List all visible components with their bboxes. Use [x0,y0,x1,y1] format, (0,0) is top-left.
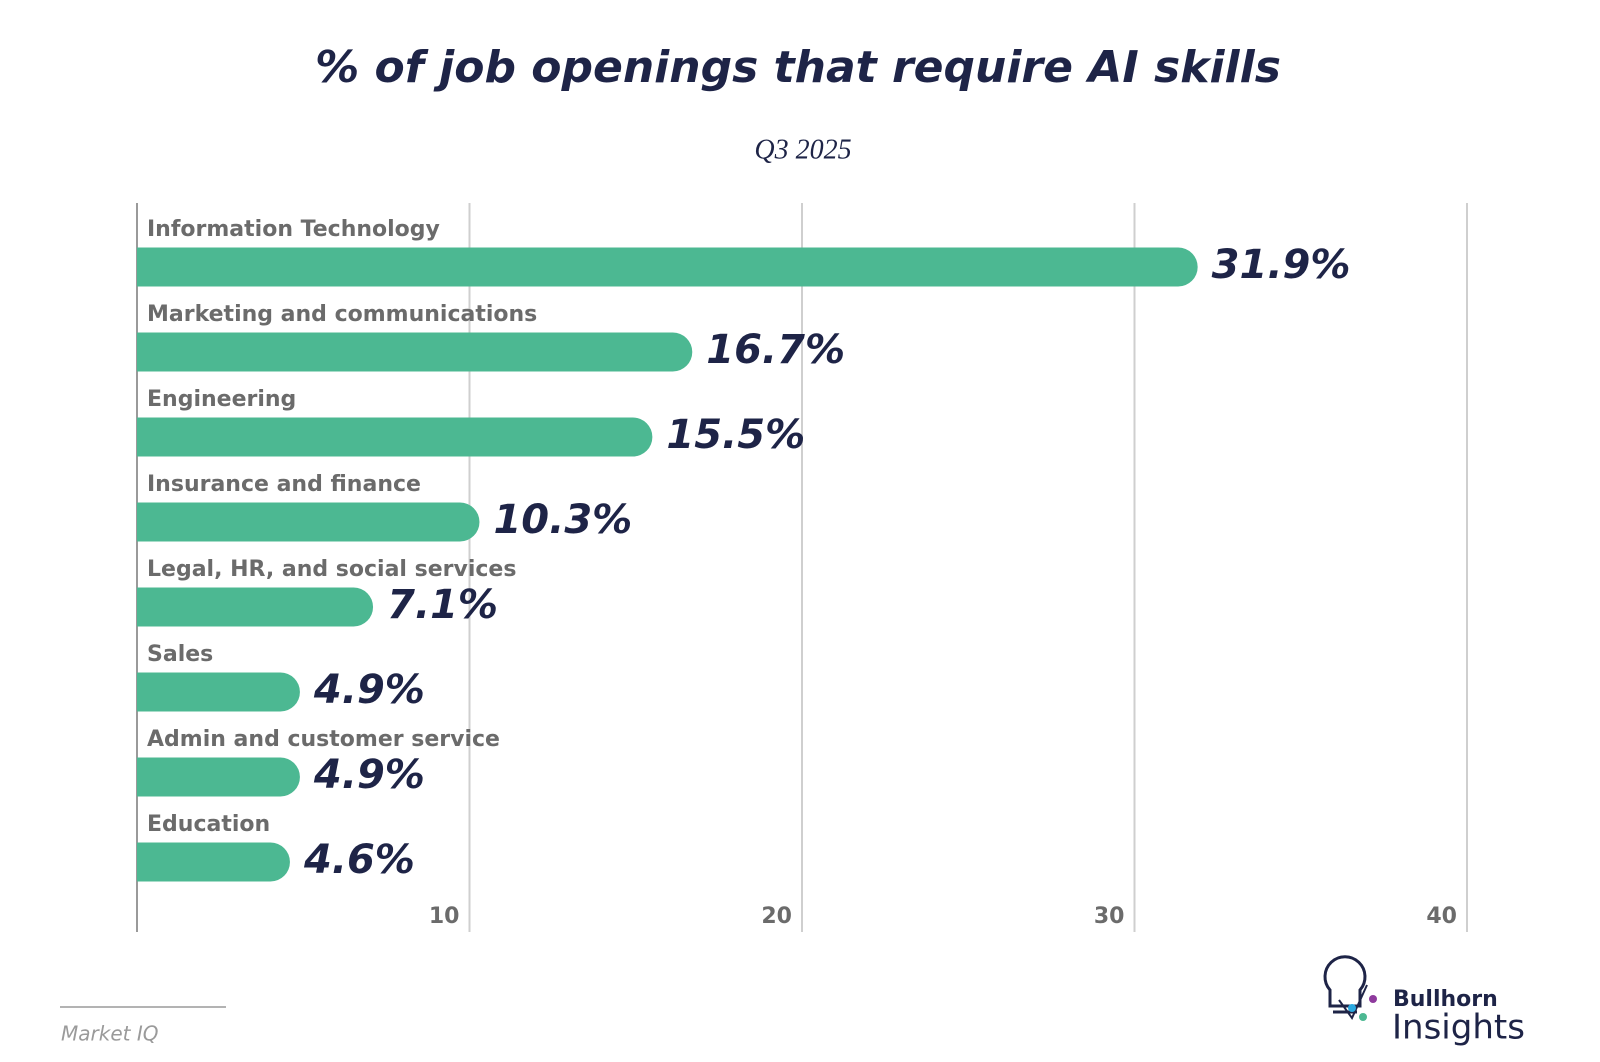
chart-title: % of job openings that require AI skills [315,42,1281,93]
bars: Information Technology 31.9% Marketing and… [137,217,1350,883]
category-label: Information Technology [147,217,440,242]
category-label: Education [147,812,270,837]
value-label: 4.9% [313,667,425,713]
category-label: Legal, HR, and social services [147,557,516,582]
bar [137,842,290,882]
bar [137,672,300,712]
x-tick-label: 40 [1426,904,1457,929]
x-tick-label: 20 [761,904,792,929]
grid: 10 20 30 40 [429,203,1468,932]
chart-subtitle: Q3 2025 [754,134,851,165]
category-label: Sales [147,642,213,667]
category-label: Admin and customer service [147,727,500,752]
logo-dot [1359,1013,1367,1021]
bar [137,502,480,542]
value-label: 31.9% [1212,242,1351,288]
value-label: 15.5% [666,412,805,458]
logo-dot [1348,1004,1356,1012]
x-tick-label: 30 [1094,904,1125,929]
value-label: 4.6% [303,837,415,883]
bar [137,332,693,372]
value-label: 4.9% [313,752,425,798]
category-label: Marketing and communications [147,302,537,327]
logo-brand: Bullhorn [1393,987,1498,1012]
category-label: Insurance and finance [147,472,421,497]
category-label: Engineering [147,387,296,412]
value-label: 16.7% [706,327,845,373]
bar [137,247,1198,287]
x-tick-label: 10 [429,904,460,929]
value-label: 7.1% [387,582,498,628]
bar [137,417,653,457]
logo-product: Insights [1392,1008,1525,1048]
logo-bulb [1323,955,1367,1008]
source: Market IQ [61,1022,158,1046]
logo: Bullhorn Insights [1323,955,1525,1048]
logo-line [1338,984,1368,1020]
bar [137,587,374,627]
bar [137,757,300,797]
logo-dot [1369,995,1377,1003]
value-label: 10.3% [493,497,632,543]
